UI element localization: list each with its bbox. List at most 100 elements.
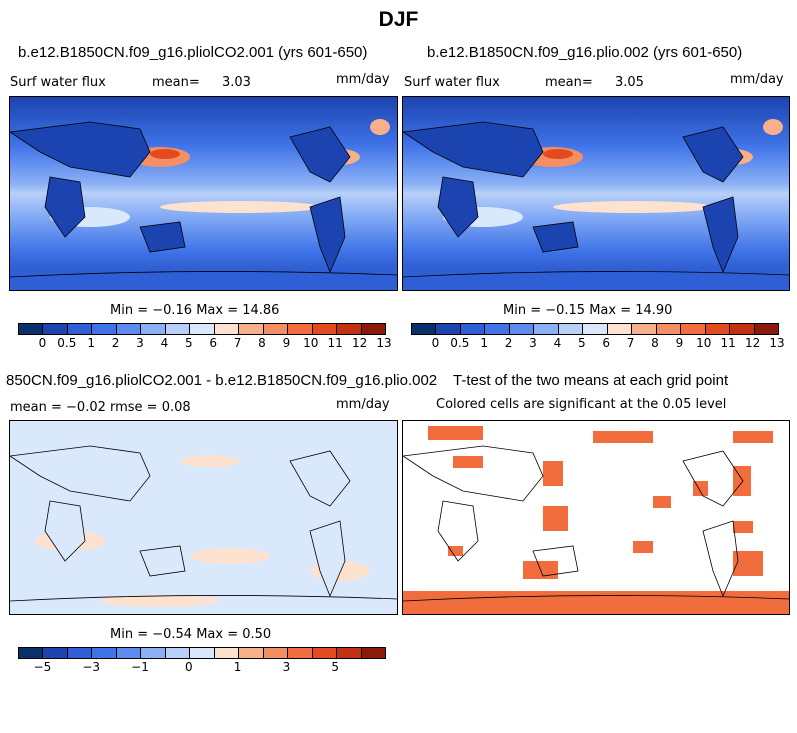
colorbar-swatch xyxy=(288,324,313,334)
colorbar-label: 9 xyxy=(282,336,291,350)
panel1-map-svg xyxy=(10,97,397,290)
colorbar-label: 8 xyxy=(258,336,266,350)
colorbar-swatch xyxy=(67,324,93,334)
colorbar-label: 3 xyxy=(136,336,144,350)
panel3-minmax: Min = −0.54 Max = 0.50 xyxy=(110,627,272,642)
panel2-mean-label: mean= xyxy=(545,75,593,90)
colorbar-label: 10 xyxy=(696,336,712,350)
panel2-units: mm/day xyxy=(730,72,784,87)
colorbar-swatch xyxy=(337,648,362,658)
colorbar-label: 5 xyxy=(331,660,340,674)
panel3-title: 850CN.f09_g16.pliolCO2.001 - b.e12.B1850… xyxy=(6,372,438,389)
colorbar-label: 3 xyxy=(282,660,291,674)
colorbar-swatch xyxy=(361,648,386,658)
colorbar-label: 11 xyxy=(720,336,736,350)
panel2-title: b.e12.B1850CN.f09_g16.plio.002 (yrs 601-… xyxy=(427,44,743,61)
colorbar-label: 0 xyxy=(431,336,440,350)
panel3-map-svg xyxy=(10,421,397,614)
colorbar-label: 8 xyxy=(651,336,659,350)
colorbar-label: 6 xyxy=(209,336,218,350)
colorbar-label: 0 xyxy=(38,336,47,350)
colorbar-swatch xyxy=(263,324,289,334)
colorbar-label: 1 xyxy=(233,660,242,674)
colorbar-label: −1 xyxy=(131,660,149,674)
colorbar-label: 13 xyxy=(769,336,785,350)
colorbar-label: 11 xyxy=(327,336,343,350)
colorbar-swatch xyxy=(19,648,44,658)
colorbar-label: −3 xyxy=(82,660,101,674)
colorbar-swatch xyxy=(288,648,313,658)
colorbar-swatch xyxy=(656,324,682,334)
panel2-map-svg xyxy=(403,97,789,290)
colorbar-swatch xyxy=(263,648,289,658)
colorbar-label: 6 xyxy=(602,336,611,350)
colorbar-swatch xyxy=(754,324,779,334)
colorbar-swatch xyxy=(632,324,657,334)
colorbar-swatch xyxy=(214,324,240,334)
colorbar-label: 12 xyxy=(351,336,368,350)
panel2-map xyxy=(402,96,790,291)
colorbar-swatch xyxy=(190,648,215,658)
panel1-units: mm/day xyxy=(336,72,390,87)
panel3-units: mm/day xyxy=(336,397,390,412)
colorbar-swatch xyxy=(583,324,608,334)
colorbar-swatch xyxy=(239,324,264,334)
panel1-variable: Surf water flux xyxy=(10,75,106,90)
colorbar-swatch xyxy=(239,648,264,658)
colorbar-swatch xyxy=(43,324,68,334)
colorbar-label: 5 xyxy=(184,336,193,350)
panel1-map xyxy=(9,96,398,291)
colorbar-swatch xyxy=(116,324,142,334)
colorbar-label: 10 xyxy=(303,336,319,350)
panel3-colorbar-labels: −5 −3 −1 0 1 3 5 xyxy=(18,660,384,676)
colorbar-label: 7 xyxy=(233,336,242,350)
colorbar-label: 4 xyxy=(553,336,562,350)
colorbar-label: 7 xyxy=(626,336,635,350)
panel2-mean-value: 3.05 xyxy=(615,75,644,90)
panel1-title: b.e12.B1850CN.f09_g16.pliolCO2.001 (yrs … xyxy=(18,44,368,61)
colorbar-swatch xyxy=(485,324,510,334)
colorbar-swatch xyxy=(67,648,93,658)
colorbar-label: 5 xyxy=(577,336,586,350)
colorbar-swatch xyxy=(92,648,117,658)
colorbar-label: −5 xyxy=(33,660,52,674)
colorbar-label: 0.5 xyxy=(57,336,77,350)
colorbar-label: 4 xyxy=(160,336,169,350)
colorbar-swatch xyxy=(509,324,535,334)
panel1-colorbar-labels: 0 0.5 1 2 3 4 5 6 7 8 9 10 11 12 13 xyxy=(18,336,392,352)
colorbar-swatch xyxy=(460,324,486,334)
panel2-minmax: Min = −0.15 Max = 14.90 xyxy=(503,303,673,318)
panel2-colorbar xyxy=(411,323,779,335)
panel3-colorbar xyxy=(18,647,386,659)
colorbar-label: 12 xyxy=(744,336,761,350)
colorbar-swatch xyxy=(312,324,338,334)
colorbar-swatch xyxy=(412,324,437,334)
colorbar-swatch xyxy=(141,648,166,658)
panel4-map-svg xyxy=(403,421,789,614)
panel1-minmax: Min = −0.16 Max = 14.86 xyxy=(110,303,280,318)
colorbar-swatch xyxy=(705,324,731,334)
panel2-variable: Surf water flux xyxy=(404,75,500,90)
colorbar-swatch xyxy=(558,324,584,334)
colorbar-label: 13 xyxy=(376,336,392,350)
colorbar-swatch xyxy=(436,324,461,334)
colorbar-swatch xyxy=(607,324,633,334)
panel4-subtitle: Colored cells are significant at the 0.0… xyxy=(436,397,727,412)
panel4-map xyxy=(402,420,790,615)
colorbar-swatch xyxy=(165,648,191,658)
colorbar-swatch xyxy=(19,324,44,334)
colorbar-swatch xyxy=(681,324,706,334)
panel2-colorbar-labels: 0 0.5 1 2 3 4 5 6 7 8 9 10 11 12 13 xyxy=(411,336,785,352)
panel1-colorbar xyxy=(18,323,386,335)
colorbar-swatch xyxy=(337,324,362,334)
colorbar-label: 1 xyxy=(480,336,489,350)
panel1-mean-value: 3.03 xyxy=(222,75,251,90)
colorbar-label: 2 xyxy=(504,336,513,350)
colorbar-swatch xyxy=(214,648,240,658)
panel1-mean-label: mean= xyxy=(152,75,200,90)
colorbar-label: 9 xyxy=(675,336,684,350)
colorbar-label: 2 xyxy=(111,336,120,350)
colorbar-label: 0.5 xyxy=(450,336,470,350)
panel4-title: T-test of the two means at each grid poi… xyxy=(453,372,729,389)
colorbar-swatch xyxy=(141,324,166,334)
